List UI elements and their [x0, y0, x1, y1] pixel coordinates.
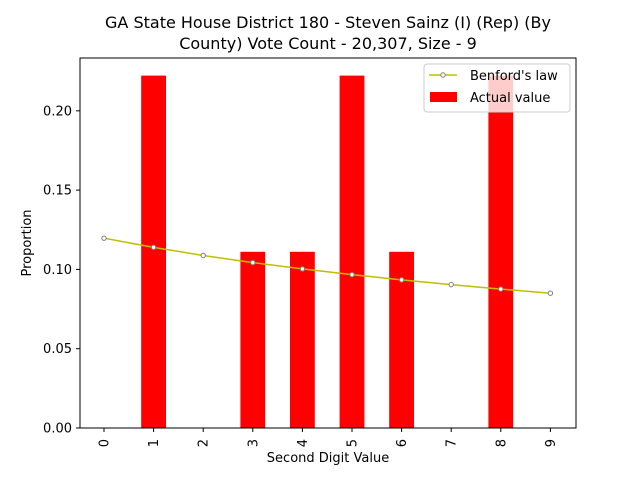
x-axis-ticks: 0 1 2 3 4 5 6 7 8 9 — [98, 428, 559, 447]
y-tick-label: 0.20 — [43, 104, 72, 119]
x-tick-label: 6 — [395, 439, 410, 447]
legend-actual-label: Actual value — [470, 91, 550, 106]
benford-point-5 — [349, 271, 355, 278]
y-axis-ticks: 0.00 0.05 0.10 0.15 0.20 — [43, 104, 80, 437]
plot-frame — [79, 57, 577, 429]
bar-digit-8 — [488, 75, 514, 428]
x-tick-label: 1 — [147, 439, 162, 447]
x-tick-label: 4 — [296, 439, 311, 447]
bar-digit-5 — [339, 75, 365, 428]
y-tick-label: 0.10 — [43, 263, 72, 278]
benford-point-2 — [200, 252, 206, 259]
bar-series — [141, 75, 514, 428]
x-tick-label: 8 — [494, 439, 509, 447]
benford-point-7 — [448, 281, 454, 288]
legend-actual-swatch-icon — [430, 92, 457, 102]
benford-point-9 — [547, 290, 554, 296]
y-tick-label: 0.05 — [43, 342, 72, 357]
benford-point-6 — [398, 277, 405, 283]
benford-point-0 — [101, 235, 107, 241]
legend-benford-label: Benford's law — [470, 69, 558, 84]
y-axis-label: Proportion — [20, 209, 35, 276]
bar-digit-4 — [290, 251, 315, 428]
y-tick-label: 0.15 — [43, 184, 72, 199]
chart-title-line2: County) Vote Count - 20,307, Size - 9 — [179, 34, 477, 53]
x-tick-label: 5 — [346, 439, 361, 447]
benford-line-series — [101, 235, 554, 296]
x-tick-label: 3 — [246, 439, 261, 447]
x-tick-label: 7 — [445, 439, 460, 447]
legend: Benford's law Actual value — [423, 63, 571, 113]
x-tick-label: 2 — [197, 439, 212, 447]
x-axis-label: Second Digit Value — [267, 451, 389, 466]
benford-point-3 — [250, 259, 256, 266]
benford-point-8 — [498, 286, 504, 292]
x-tick-label: 0 — [98, 439, 113, 447]
benford-point-4 — [299, 266, 306, 272]
x-tick-label: 9 — [544, 439, 559, 447]
benford-line — [103, 237, 551, 294]
y-tick-label: 0.00 — [43, 422, 72, 437]
legend-box — [423, 63, 571, 113]
chart-title-line1: GA State House District 180 - Steven Sai… — [105, 13, 551, 32]
benford-point-1 — [150, 244, 157, 251]
bar-digit-3 — [240, 251, 266, 428]
legend-benford-marker-icon — [440, 72, 446, 78]
bar-digit-1 — [141, 75, 166, 428]
